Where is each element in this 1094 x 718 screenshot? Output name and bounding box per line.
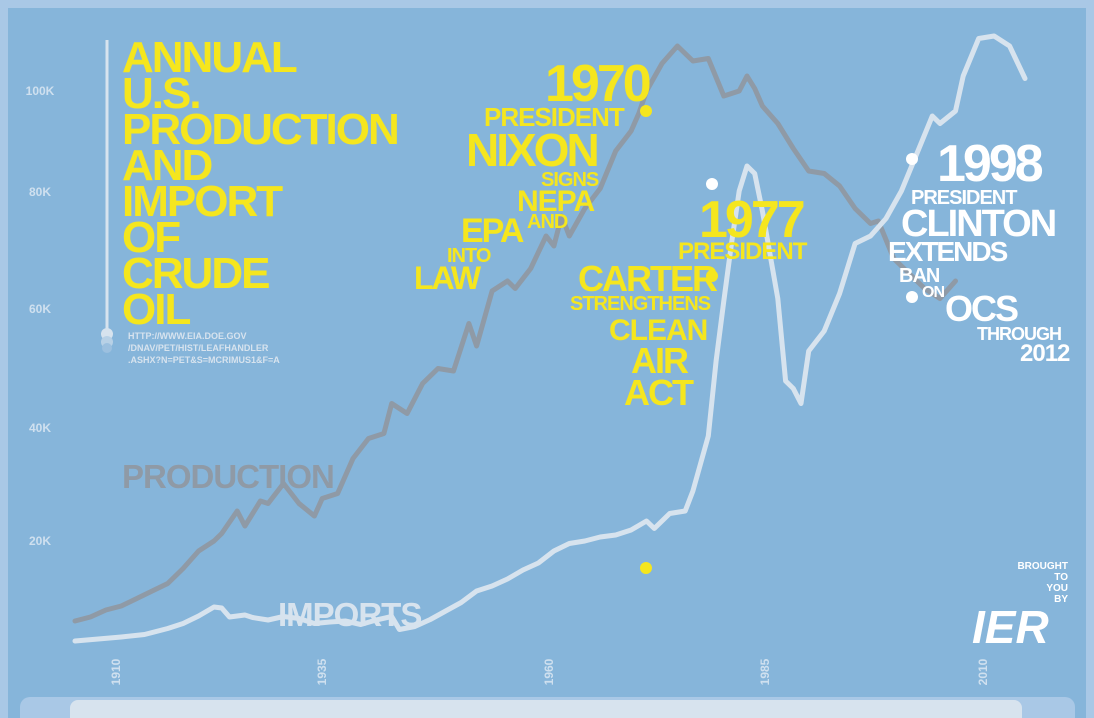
title-line: PRODUCTION — [122, 105, 398, 154]
series-label-production: PRODUCTION — [122, 458, 334, 495]
annotation-text: CLEAN — [609, 314, 707, 347]
series-line-imports — [72, 33, 1028, 644]
y-tick-label: 100K — [26, 84, 55, 98]
annotation-text: ACT — [624, 372, 694, 413]
x-tick-layer: 1910 1935 1960 1985 2010 — [109, 658, 990, 685]
source-line: .ASHX?N=PET&S=MCRIMUS1&F=A — [128, 355, 280, 365]
title-line: U.S. — [122, 69, 200, 118]
annotation-text: PRESIDENT — [678, 238, 808, 265]
annotation-text: SIGNS — [541, 169, 599, 191]
annotation-text: BAN — [899, 265, 940, 287]
annotation-text: STRENGTHENS — [570, 293, 711, 315]
source-line: /DNAV/PET/HIST/LEAFHANDLER — [128, 343, 269, 353]
annotation-text: OCS — [945, 288, 1018, 329]
annotation-marker-1970 — [640, 105, 652, 117]
annotation-text: PRESIDENT — [484, 102, 625, 132]
title-line: ANNUAL — [122, 33, 297, 82]
annotation-text: AIR — [631, 340, 689, 381]
annotation-1998: 1998 PRESIDENT CLINTON EXTENDS BAN ON OC… — [888, 135, 1071, 367]
x-tick-label: 1935 — [315, 658, 329, 685]
y-tick-label: 20K — [29, 534, 51, 548]
x-tick-label: 2010 — [976, 658, 990, 685]
brand-tagline: BROUGHT TO YOU BY — [1017, 561, 1068, 605]
annotation-1970: 1970 PRESIDENT NIXON SIGNS NEPA AND EPA … — [414, 55, 653, 296]
annotation-marker-1977 — [706, 178, 718, 190]
title-line: AND — [122, 141, 212, 190]
annotation-year: 1977 — [699, 191, 804, 249]
brand-logo: IER — [972, 601, 1049, 653]
series-label-imports: IMPORTS — [278, 596, 421, 633]
annotation-year: 1970 — [545, 55, 650, 113]
title-line: IMPORT — [122, 177, 283, 226]
annotation-text: NIXON — [466, 124, 597, 176]
title-line: OF — [122, 213, 180, 262]
annotation-text: AND — [527, 211, 568, 233]
annotation-text: 2012 — [1020, 340, 1070, 367]
annotation-marker-1977 — [706, 270, 718, 282]
brand-tagline-line: TO — [1054, 572, 1068, 583]
annotation-marker-1998 — [906, 291, 918, 303]
y-tick-label: 80K — [29, 185, 51, 199]
annotation-1977: 1977 PRESIDENT CARTER STRENGTHENS CLEAN … — [570, 191, 809, 413]
annotation-text: EPA — [461, 212, 524, 250]
source-line: HTTP://WWW.EIA.DOE.GOV — [128, 331, 247, 341]
title-line: CRUDE — [122, 249, 269, 298]
annotation-text: THROUGH — [977, 324, 1061, 344]
y-tick-label: 40K — [29, 421, 51, 435]
y-tick-label: 60K — [29, 302, 51, 316]
brand-tagline-line: YOU — [1046, 583, 1068, 594]
chart-title: ANNUAL U.S. PRODUCTION AND IMPORT OF CRU… — [122, 33, 400, 334]
annotation-text: EXTENDS — [888, 236, 1008, 267]
bottom-bar-inner — [70, 700, 1022, 718]
brand-tagline-line: BROUGHT — [1017, 561, 1068, 572]
x-tick-label: 1960 — [542, 658, 556, 685]
x-tick-label: 1910 — [109, 658, 123, 685]
annotation-text: INTO — [447, 245, 491, 267]
annotation-text: PRESIDENT — [911, 187, 1017, 209]
annotation-year: 1998 — [937, 135, 1043, 193]
x-tick-label: 1985 — [758, 658, 772, 685]
source-url: HTTP://WWW.EIA.DOE.GOV /DNAV/PET/HIST/LE… — [128, 331, 280, 365]
series-line-production — [72, 43, 958, 624]
imports-marker — [640, 562, 652, 574]
chart-panel — [8, 8, 1086, 718]
annotation-text: CARTER — [578, 258, 718, 299]
annotation-marker-1998 — [906, 153, 918, 165]
title-line: OIL — [122, 285, 190, 334]
y-tick-layer: 20K 40K 60K 80K 100K — [26, 84, 55, 548]
brand-tagline-line: BY — [1054, 594, 1068, 605]
annotation-text: NEPA — [517, 185, 594, 218]
annotation-text: ON — [922, 284, 944, 301]
annotation-text: CLINTON — [901, 203, 1055, 245]
annotation-text: LAW — [414, 260, 482, 296]
title-ruler-dot — [102, 343, 112, 353]
